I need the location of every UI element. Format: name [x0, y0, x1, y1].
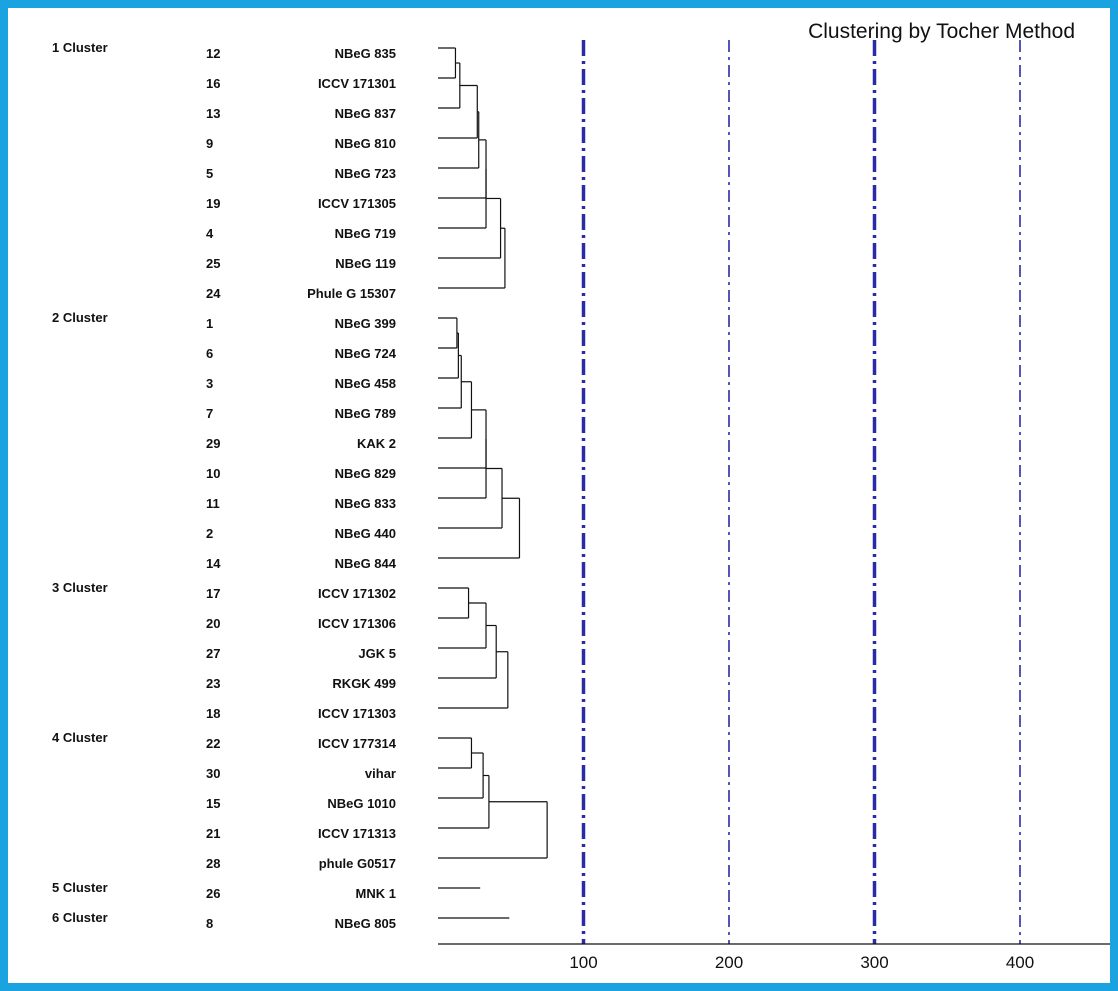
leaf-name: NBeG 844: [335, 556, 397, 571]
leaf-name: NBeG 723: [335, 166, 396, 181]
leaf-id: 15: [206, 796, 220, 811]
x-tick-label: 300: [860, 953, 888, 972]
cluster-label: 6 Cluster: [52, 910, 108, 925]
leaf-name: JGK 5: [358, 646, 396, 661]
leaf-name: ICCV 171303: [318, 706, 396, 721]
cluster-label: 1 Cluster: [52, 40, 108, 55]
leaf-name: KAK 2: [357, 436, 396, 451]
leaf-name: NBeG 440: [335, 526, 396, 541]
leaf-name: vihar: [365, 766, 396, 781]
leaf-name: NBeG 119: [335, 256, 396, 271]
leaf-id: 4: [206, 226, 214, 241]
leaf-id: 14: [206, 556, 221, 571]
leaf-id: 12: [206, 46, 220, 61]
x-tick-label: 400: [1006, 953, 1034, 972]
leaf-id: 10: [206, 466, 220, 481]
leaf-id: 24: [206, 286, 221, 301]
leaf-name: NBeG 458: [335, 376, 396, 391]
leaf-id: 29: [206, 436, 220, 451]
leaf-id: 17: [206, 586, 220, 601]
leaf-name: NBeG 719: [335, 226, 396, 241]
cluster-label: 3 Cluster: [52, 580, 108, 595]
leaf-name: NBeG 789: [335, 406, 396, 421]
leaf-name: Phule G 15307: [307, 286, 396, 301]
leaf-id: 1: [206, 316, 213, 331]
leaf-name: NBeG 805: [335, 916, 396, 931]
reference-lines: [581, 40, 1021, 944]
x-axis: 100 200 300 400: [438, 943, 1110, 972]
x-tick-label: 100: [569, 953, 597, 972]
leaf-id: 5: [206, 166, 213, 181]
leaf-id: 20: [206, 616, 220, 631]
leaf-name: NBeG 835: [335, 46, 396, 61]
leaf-id: 25: [206, 256, 220, 271]
leaf-id: 26: [206, 886, 220, 901]
leaf-id: 19: [206, 196, 220, 211]
leaf-id: 3: [206, 376, 213, 391]
leaf-name: ICCV 171302: [318, 586, 396, 601]
dendrogram-branches: [438, 47, 548, 919]
leaf-id: 11: [206, 496, 220, 511]
cluster-label: 5 Cluster: [52, 880, 108, 895]
leaf-name: NBeG 1010: [327, 796, 396, 811]
leaf-name: ICCV 171305: [318, 196, 396, 211]
leaf-name: ICCV 171306: [318, 616, 396, 631]
leaf-name: NBeG 837: [335, 106, 396, 121]
leaf-id: 23: [206, 676, 220, 691]
leaf-name: ICCV 177314: [318, 736, 397, 751]
leaf-name: MNK 1: [356, 886, 396, 901]
leaf-name: RKGK 499: [332, 676, 396, 691]
leaf-name: NBeG 399: [335, 316, 396, 331]
chart-title: Clustering by Tocher Method: [808, 20, 1075, 43]
leaf-id: 9: [206, 136, 213, 151]
leaf-name: NBeG 810: [335, 136, 396, 151]
leaf-name: ICCV 171301: [318, 76, 396, 91]
leaf-name: NBeG 833: [335, 496, 396, 511]
leaf-name: phule G0517: [319, 856, 396, 871]
leaf-id: 13: [206, 106, 220, 121]
leaf-id: 6: [206, 346, 213, 361]
cluster-label: 4 Cluster: [52, 730, 108, 745]
leaf-id: 21: [206, 826, 220, 841]
leaf-id: 8: [206, 916, 213, 931]
cluster-label: 2 Cluster: [52, 310, 108, 325]
leaf-id: 30: [206, 766, 220, 781]
x-tick-label: 200: [715, 953, 743, 972]
leaf-name: NBeG 829: [335, 466, 396, 481]
leaf-id: 2: [206, 526, 213, 541]
dendrogram-chart: Clustering by Tocher Method 1 Cluster 12 N…: [52, 20, 1110, 972]
leaf-name: NBeG 724: [335, 346, 397, 361]
leaf-name: ICCV 171313: [318, 826, 396, 841]
leaf-id: 16: [206, 76, 220, 91]
leaf-id: 22: [206, 736, 220, 751]
leaf-id: 7: [206, 406, 213, 421]
leaf-id: 28: [206, 856, 220, 871]
leaf-id: 18: [206, 706, 220, 721]
leaf-id: 27: [206, 646, 220, 661]
